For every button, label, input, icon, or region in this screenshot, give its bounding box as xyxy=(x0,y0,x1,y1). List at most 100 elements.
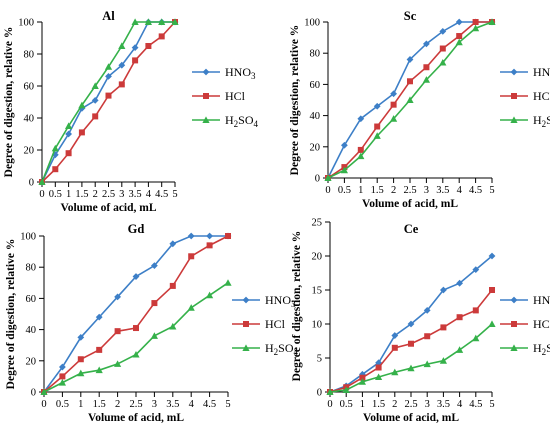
data-point xyxy=(95,313,103,321)
data-point xyxy=(40,388,48,395)
x-tick-label: 0.5 xyxy=(340,399,353,410)
y-tick-label: 60 xyxy=(310,80,321,91)
data-point xyxy=(91,97,99,104)
series-hcl xyxy=(39,19,178,185)
series-hno3 xyxy=(38,18,179,186)
y-axis-label: Degree of digestion, relative % xyxy=(291,231,303,382)
data-point xyxy=(52,166,59,173)
data-point xyxy=(38,178,46,185)
data-point xyxy=(158,33,165,40)
chart-ce: 0 5 10 15 20 25 0 0.5 1 1.5 2 2.5 3 3.5 4 4.5 5 Volume of… xyxy=(291,218,550,425)
data-point xyxy=(359,374,366,381)
data-point xyxy=(169,240,177,248)
data-point xyxy=(65,150,72,157)
x-tick-label: 1.5 xyxy=(371,185,384,196)
series-line xyxy=(41,21,175,183)
data-point xyxy=(455,18,463,26)
data-point xyxy=(375,373,383,381)
x-tick-label: 4 xyxy=(457,185,463,196)
x-tick-label: 0.5 xyxy=(49,189,62,200)
series-h2so4 xyxy=(38,18,179,185)
legend-item: HNO3 xyxy=(500,65,550,79)
data-point xyxy=(203,93,209,99)
legend-item: HCl xyxy=(192,89,246,103)
data-point xyxy=(373,132,381,139)
data-point xyxy=(511,321,517,327)
data-point xyxy=(456,346,464,353)
data-point xyxy=(91,82,99,89)
data-point xyxy=(202,116,210,123)
data-point xyxy=(132,350,140,358)
legend-item: H2SO4 xyxy=(500,341,550,357)
data-point xyxy=(510,68,518,76)
data-point xyxy=(206,232,213,240)
data-point xyxy=(455,38,463,46)
data-point xyxy=(242,296,250,304)
x-tick-label: 2 xyxy=(391,185,396,196)
data-point xyxy=(169,322,177,330)
x-axis-label: Volume of acid, mL xyxy=(88,412,184,424)
x-tick-label: 3 xyxy=(425,399,430,410)
chart-title: Al xyxy=(102,9,115,23)
series-hcl xyxy=(41,233,231,395)
y-tick-label: 80 xyxy=(310,49,321,60)
legend-label: HCl xyxy=(533,317,550,331)
legend-label: HNO3 xyxy=(533,293,550,309)
x-tick-label: 4.5 xyxy=(469,185,482,196)
data-point xyxy=(171,18,179,25)
data-point xyxy=(58,379,66,386)
y-tick-label: 40 xyxy=(24,114,35,125)
data-point xyxy=(59,373,66,380)
data-point xyxy=(96,346,103,353)
x-tick-label: 0 xyxy=(327,399,332,410)
series-h2so4 xyxy=(326,320,496,395)
data-point xyxy=(407,78,413,85)
x-tick-label: 2 xyxy=(392,399,397,410)
x-axis-label: Volume of acid, mL xyxy=(362,198,458,210)
y-tick-label: 60 xyxy=(24,82,35,93)
data-point xyxy=(104,63,113,70)
series-hcl xyxy=(325,19,495,181)
chart-title: Sc xyxy=(404,9,417,23)
data-point xyxy=(105,92,112,99)
data-point xyxy=(357,152,365,160)
data-point xyxy=(456,314,463,321)
series-line xyxy=(43,282,229,393)
legend-label: H2SO4 xyxy=(533,341,550,357)
series-line xyxy=(41,21,175,183)
data-point xyxy=(118,42,126,49)
x-tick-label: 3.5 xyxy=(129,189,142,200)
x-tick-label: 0 xyxy=(325,185,330,196)
y-tick-label: 20 xyxy=(310,142,321,153)
data-point xyxy=(472,334,480,342)
data-point xyxy=(95,366,103,374)
data-point xyxy=(206,242,213,249)
y-tick-label: 0 xyxy=(317,388,322,399)
data-point xyxy=(440,324,447,331)
data-point xyxy=(92,113,99,120)
data-point xyxy=(150,332,158,339)
data-point xyxy=(488,18,496,25)
x-tick-label: 2 xyxy=(93,189,98,200)
y-axis-label: Degree of digestion, relative % xyxy=(3,27,15,178)
series-h2so4 xyxy=(40,279,232,395)
x-tick-label: 4 xyxy=(457,399,463,410)
data-point xyxy=(187,304,195,311)
legend-label: H2SO4 xyxy=(225,113,259,129)
data-point xyxy=(510,344,518,351)
y-tick-label: 0 xyxy=(315,174,320,185)
x-tick-label: 1 xyxy=(66,189,71,200)
data-point xyxy=(472,19,479,25)
x-tick-label: 0 xyxy=(39,189,44,200)
data-point xyxy=(439,357,447,364)
data-point xyxy=(59,363,66,371)
legend-item: HNO3 xyxy=(500,293,550,309)
data-point xyxy=(114,328,121,335)
x-tick-label: 5 xyxy=(489,185,494,196)
data-point xyxy=(144,18,152,25)
x-tick-label: 1 xyxy=(360,399,365,410)
data-point xyxy=(206,291,214,299)
x-tick-label: 1 xyxy=(358,185,363,196)
y-tick-label: 20 xyxy=(26,356,37,367)
y-axis-label: Degree of digestion, relative % xyxy=(289,25,301,176)
